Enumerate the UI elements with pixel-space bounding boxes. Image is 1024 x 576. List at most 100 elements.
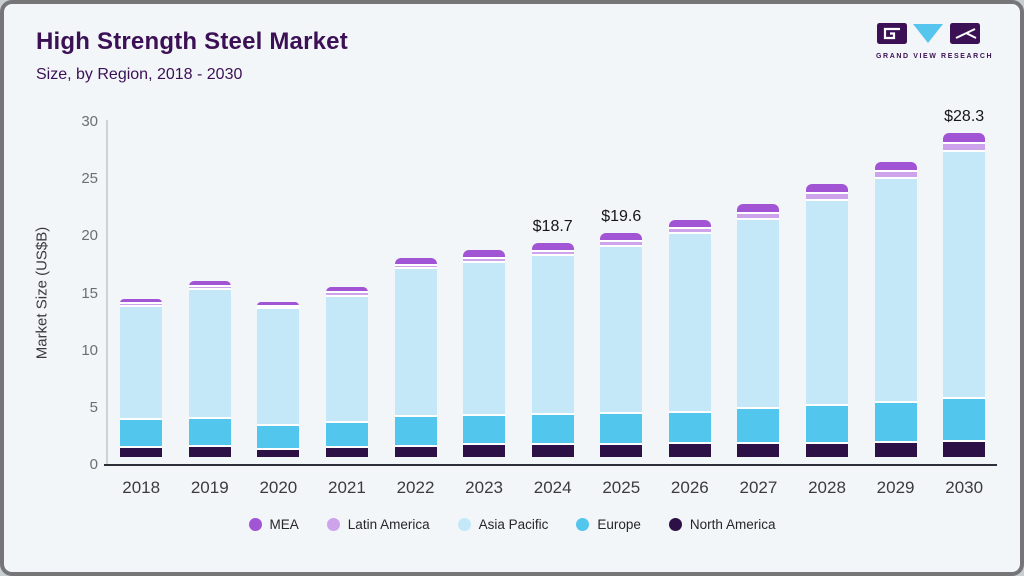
segment-north-america[interactable]: [600, 444, 643, 457]
segment-latin-america[interactable]: [463, 257, 506, 262]
segment-north-america[interactable]: [806, 442, 848, 457]
segment-mea[interactable]: [325, 287, 368, 292]
segment-divider: [531, 412, 574, 415]
segment-latin-america[interactable]: [806, 193, 848, 201]
segment-divider: [943, 141, 986, 144]
legend-swatch: [668, 518, 682, 531]
x-tick-label-2019: 2019: [190, 478, 229, 497]
segment-north-america[interactable]: [668, 443, 711, 457]
segment-europe[interactable]: [188, 418, 231, 446]
segment-mea[interactable]: [806, 184, 848, 194]
segment-europe[interactable]: [325, 421, 368, 447]
segment-north-america[interactable]: [325, 446, 368, 457]
segment-europe[interactable]: [737, 408, 780, 444]
legend-item-north-america[interactable]: North America: [668, 517, 775, 532]
y-tick-label: 5: [89, 398, 98, 416]
page-subtitle: Size, by Region, 2018 - 2030: [36, 66, 243, 83]
segment-asia-pacific[interactable]: [257, 308, 300, 425]
bar-2020[interactable]: [257, 301, 300, 457]
bar-2028[interactable]: [806, 184, 848, 457]
segment-latin-america[interactable]: [668, 227, 711, 233]
segment-asia-pacific[interactable]: [463, 261, 506, 415]
segment-asia-pacific[interactable]: [394, 267, 437, 417]
legend-label: MEA: [269, 517, 299, 532]
bar-2024[interactable]: [531, 243, 574, 457]
bar-2025[interactable]: [600, 232, 643, 457]
segment-north-america[interactable]: [257, 449, 300, 457]
segment-asia-pacific[interactable]: [943, 150, 986, 398]
segment-north-america[interactable]: [943, 441, 986, 457]
segment-mea[interactable]: [737, 204, 780, 213]
legend-item-europe[interactable]: Europe: [576, 517, 641, 532]
segment-asia-pacific[interactable]: [806, 200, 848, 405]
segment-latin-america[interactable]: [737, 212, 780, 219]
segment-latin-america[interactable]: [531, 250, 574, 256]
legend-item-latin-america[interactable]: Latin America: [326, 517, 430, 532]
segment-asia-pacific[interactable]: [120, 306, 163, 420]
segment-latin-america[interactable]: [325, 291, 368, 296]
segment-asia-pacific[interactable]: [600, 246, 643, 413]
segment-latin-america[interactable]: [394, 264, 437, 268]
segment-divider: [257, 424, 300, 426]
segment-north-america[interactable]: [120, 446, 163, 457]
bar-2029[interactable]: [874, 162, 917, 457]
segment-north-america[interactable]: [737, 443, 780, 457]
segment-divider: [463, 256, 506, 259]
segment-europe[interactable]: [874, 402, 917, 443]
segment-europe[interactable]: [806, 405, 848, 443]
bar-2023[interactable]: [463, 250, 506, 457]
segment-mea[interactable]: [463, 250, 506, 258]
segment-mea[interactable]: [668, 219, 711, 228]
segment-asia-pacific[interactable]: [188, 288, 231, 419]
segment-mea[interactable]: [531, 243, 574, 251]
bar-2026[interactable]: [668, 219, 711, 457]
segment-north-america[interactable]: [874, 442, 917, 457]
segment-mea[interactable]: [120, 299, 163, 304]
segment-europe[interactable]: [943, 397, 986, 441]
bar-2022[interactable]: [394, 258, 437, 457]
segment-asia-pacific[interactable]: [325, 295, 368, 422]
segment-north-america[interactable]: [394, 445, 437, 457]
segment-latin-america[interactable]: [943, 142, 986, 151]
segment-europe[interactable]: [257, 425, 300, 449]
segment-divider: [257, 448, 300, 450]
bar-2018[interactable]: [120, 299, 163, 457]
segment-latin-america[interactable]: [188, 285, 231, 289]
segment-divider: [531, 249, 574, 252]
segment-mea[interactable]: [188, 280, 231, 286]
segment-europe[interactable]: [600, 413, 643, 445]
segment-latin-america[interactable]: [120, 303, 163, 307]
x-tick-label-2029: 2029: [876, 478, 915, 497]
segment-latin-america[interactable]: [874, 171, 917, 179]
segment-divider: [325, 294, 368, 297]
bar-2027[interactable]: [737, 204, 780, 457]
segment-latin-america[interactable]: [600, 241, 643, 247]
segment-europe[interactable]: [531, 413, 574, 445]
segment-north-america[interactable]: [188, 445, 231, 457]
segment-asia-pacific[interactable]: [668, 232, 711, 413]
segment-divider: [394, 266, 437, 269]
segment-mea[interactable]: [394, 258, 437, 265]
bar-2030[interactable]: [943, 133, 986, 457]
segment-europe[interactable]: [668, 412, 711, 444]
segment-europe[interactable]: [463, 414, 506, 445]
legend-item-mea[interactable]: MEA: [248, 517, 299, 532]
segment-latin-america[interactable]: [257, 305, 300, 309]
segment-europe[interactable]: [394, 416, 437, 446]
legend-item-asia-pacific[interactable]: Asia Pacific: [457, 517, 549, 532]
segment-mea[interactable]: [257, 301, 300, 306]
segment-asia-pacific[interactable]: [531, 255, 574, 414]
segment-mea[interactable]: [943, 133, 986, 143]
segment-divider: [463, 413, 506, 416]
legend-label: Asia Pacific: [478, 517, 549, 532]
segment-north-america[interactable]: [463, 444, 506, 457]
bar-2019[interactable]: [188, 280, 231, 457]
segment-europe[interactable]: [120, 419, 163, 447]
segment-asia-pacific[interactable]: [874, 178, 917, 403]
x-tick-label-2028: 2028: [808, 478, 846, 497]
segment-mea[interactable]: [874, 162, 917, 172]
bar-2021[interactable]: [325, 287, 368, 457]
segment-asia-pacific[interactable]: [737, 218, 780, 409]
segment-mea[interactable]: [600, 232, 643, 242]
segment-north-america[interactable]: [531, 444, 574, 457]
